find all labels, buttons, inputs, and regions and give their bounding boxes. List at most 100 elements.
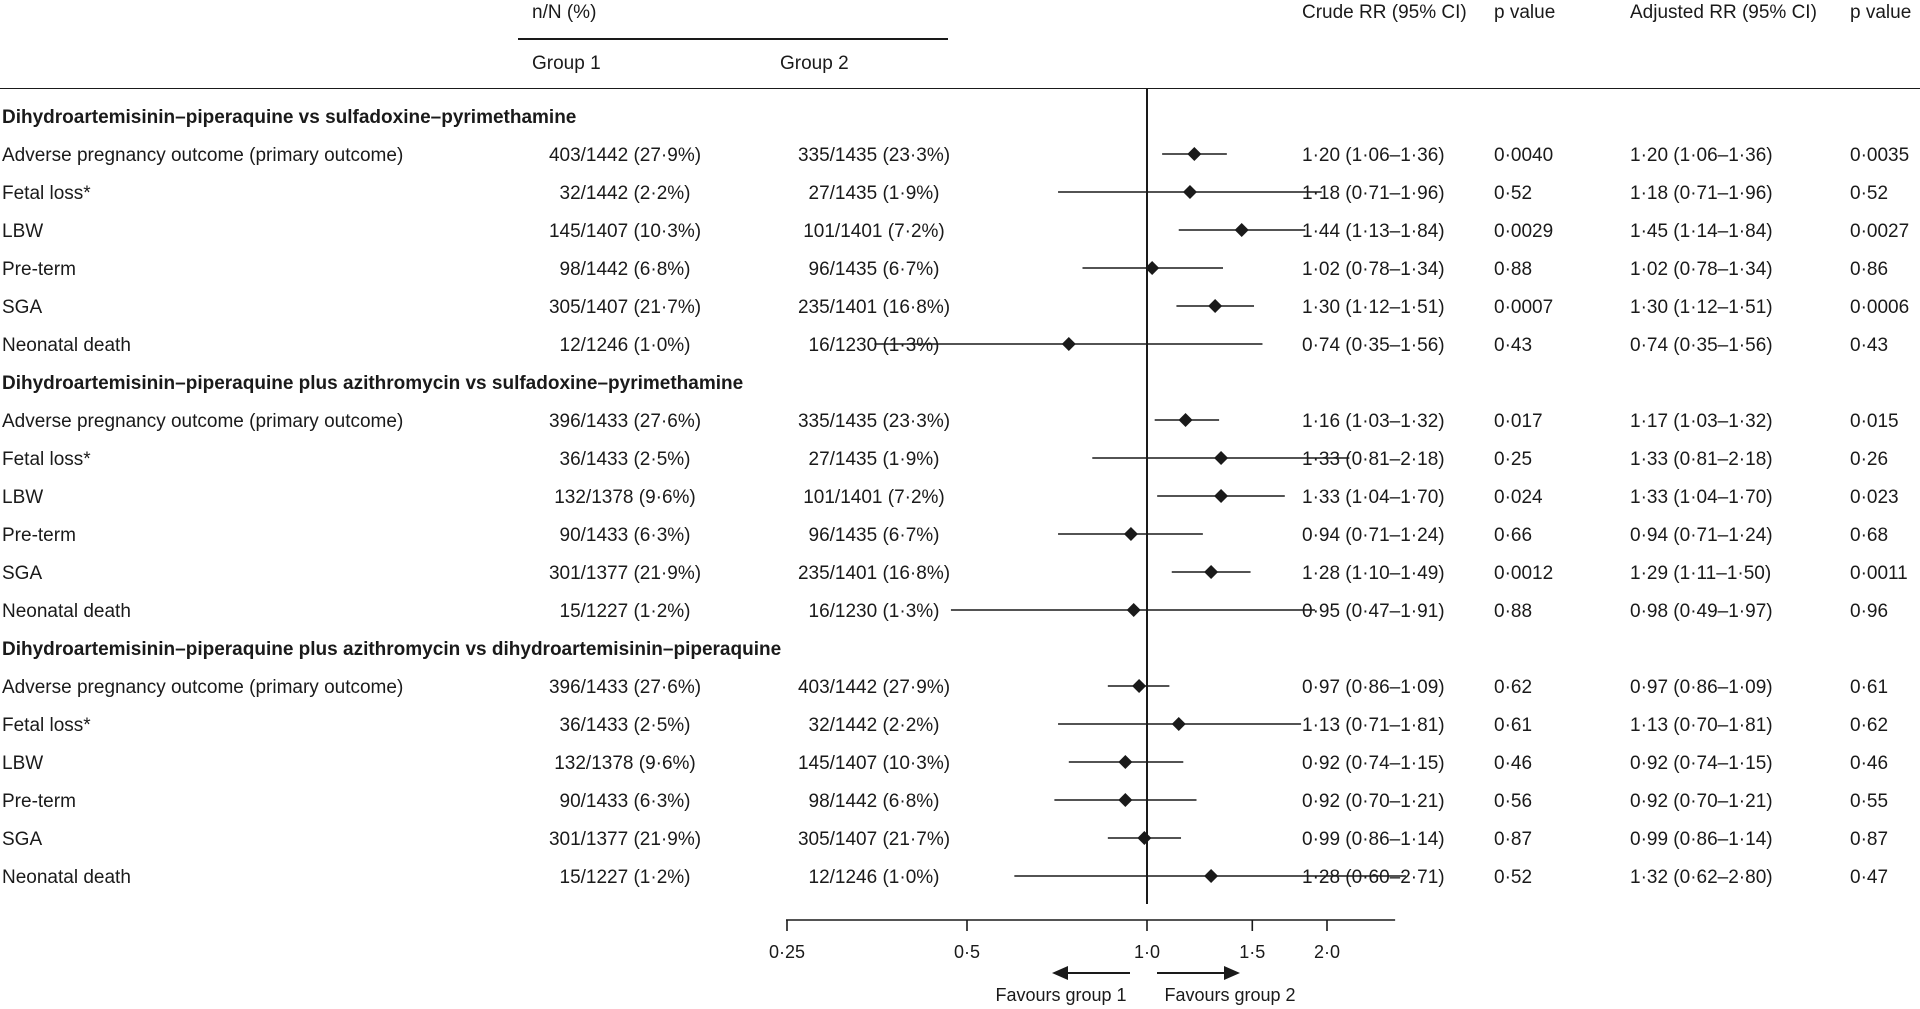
group1-count: 301/1377 (21·9%) <box>548 563 702 584</box>
crude-p-value: 0·56 <box>1494 791 1533 812</box>
section-title: Dihydroartemisinin–piperaquine vs sulfad… <box>2 107 577 128</box>
point-estimate <box>1208 299 1223 313</box>
point-estimate <box>1061 337 1076 351</box>
point-estimate <box>1126 603 1141 617</box>
header-p-value-crude: p value <box>1494 2 1556 23</box>
crude-rr: 1·20 (1·06–1·36) <box>1302 145 1445 166</box>
crude-rr: 0·95 (0·47–1·91) <box>1302 601 1445 622</box>
crude-rr: 0·97 (0·86–1·09) <box>1302 677 1445 698</box>
group1-count: 145/1407 (10·3%) <box>548 221 702 242</box>
adjusted-rr: 0·99 (0·86–1·14) <box>1630 829 1773 850</box>
point-estimate <box>1214 489 1229 503</box>
x-tick-label: 1·0 <box>1134 942 1160 962</box>
adjusted-p-value: 0·46 <box>1850 753 1889 774</box>
crude-rr: 1·28 (0·60–2·71) <box>1302 867 1445 888</box>
group1-count: 396/1433 (27·6%) <box>548 411 702 432</box>
crude-rr: 1·30 (1·12–1·51) <box>1302 297 1445 318</box>
adjusted-p-value: 0·86 <box>1850 259 1889 280</box>
group2-count: 98/1442 (6·8%) <box>808 791 940 812</box>
row-label: Fetal loss* <box>2 715 91 736</box>
crude-p-value: 0·0040 <box>1494 145 1554 166</box>
arrow-right-icon <box>1224 966 1240 980</box>
row-label: Pre-term <box>2 791 76 812</box>
row-label: Fetal loss* <box>2 449 91 470</box>
adjusted-p-value: 0·0011 <box>1850 563 1908 584</box>
point-estimate <box>1182 185 1197 199</box>
crude-p-value: 0·46 <box>1494 753 1533 774</box>
adjusted-rr: 1·32 (0·62–2·80) <box>1630 867 1773 888</box>
group1-count: 36/1433 (2·5%) <box>559 715 691 736</box>
adjusted-rr: 1·29 (1·11–1·50) <box>1630 563 1772 584</box>
adjusted-p-value: 0·47 <box>1850 867 1889 888</box>
adjusted-p-value: 0·0006 <box>1850 297 1910 318</box>
crude-rr: 0·92 (0·74–1·15) <box>1302 753 1445 774</box>
group2-count: 101/1401 (7·2%) <box>803 221 945 242</box>
adjusted-rr: 1·33 (0·81–2·18) <box>1630 449 1773 470</box>
adjusted-rr: 0·92 (0·74–1·15) <box>1630 753 1773 774</box>
row-label: SGA <box>2 829 43 850</box>
group2-count: 335/1435 (23·3%) <box>797 411 951 432</box>
header-adjusted-rr: Adjusted RR (95% CI) <box>1630 2 1817 23</box>
adjusted-p-value: 0·43 <box>1850 335 1889 356</box>
point-estimate <box>1204 565 1219 579</box>
point-estimate <box>1118 755 1133 769</box>
crude-rr: 0·94 (0·71–1·24) <box>1302 525 1445 546</box>
point-estimate <box>1187 147 1202 161</box>
crude-rr: 0·92 (0·70–1·21) <box>1302 791 1445 812</box>
x-tick-label: 0·5 <box>954 942 980 962</box>
adjusted-p-value: 0·0035 <box>1850 145 1910 166</box>
adjusted-p-value: 0·023 <box>1850 487 1899 508</box>
group1-count: 36/1433 (2·5%) <box>559 449 691 470</box>
crude-rr: 1·33 (1·04–1·70) <box>1302 487 1445 508</box>
group1-count: 403/1442 (27·9%) <box>548 145 702 166</box>
adjusted-p-value: 0·55 <box>1850 791 1889 812</box>
crude-rr: 0·74 (0·35–1·56) <box>1302 335 1445 356</box>
group2-count: 96/1435 (6·7%) <box>808 525 940 546</box>
group2-count: 101/1401 (7·2%) <box>803 487 945 508</box>
adjusted-rr: 0·74 (0·35–1·56) <box>1630 335 1773 356</box>
row-label: Neonatal death <box>2 867 131 888</box>
adjusted-p-value: 0·015 <box>1850 411 1899 432</box>
adjusted-p-value: 0·87 <box>1850 829 1889 850</box>
crude-p-value: 0·25 <box>1494 449 1533 470</box>
group1-count: 15/1227 (1·2%) <box>559 601 691 622</box>
adjusted-rr: 1·13 (0·70–1·81) <box>1630 715 1773 736</box>
crude-p-value: 0·88 <box>1494 259 1533 280</box>
header-bottom-rule <box>0 88 1920 89</box>
point-estimate <box>1145 261 1160 275</box>
crude-p-value: 0·61 <box>1494 715 1533 736</box>
header-nn-rule <box>518 38 948 40</box>
group1-count: 15/1227 (1·2%) <box>559 867 691 888</box>
group2-count: 305/1407 (21·7%) <box>797 829 951 850</box>
arrow-left-icon <box>1052 966 1068 980</box>
crude-rr: 1·28 (1·10–1·49) <box>1302 563 1445 584</box>
group2-count: 145/1407 (10·3%) <box>797 753 951 774</box>
crude-p-value: 0·024 <box>1494 487 1543 508</box>
row-label: Pre-term <box>2 259 76 280</box>
row-label: Fetal loss* <box>2 183 91 204</box>
crude-p-value: 0·66 <box>1494 525 1533 546</box>
header-group1: Group 1 <box>532 53 601 74</box>
row-label: LBW <box>2 221 44 242</box>
point-estimate <box>1171 717 1186 731</box>
point-estimate <box>1118 793 1133 807</box>
header-p-value-adjusted: p value <box>1850 2 1912 23</box>
adjusted-rr: 0·97 (0·86–1·09) <box>1630 677 1773 698</box>
adjusted-rr: 0·92 (0·70–1·21) <box>1630 791 1773 812</box>
adjusted-p-value: 0·52 <box>1850 183 1889 204</box>
adjusted-rr: 1·18 (0·71–1·96) <box>1630 183 1773 204</box>
group2-count: 235/1401 (16·8%) <box>797 297 951 318</box>
group1-count: 132/1378 (9·6%) <box>554 487 696 508</box>
header-nn: n/N (%) <box>532 2 597 23</box>
point-estimate <box>1132 679 1147 693</box>
group1-count: 32/1442 (2·2%) <box>559 183 691 204</box>
crude-p-value: 0·87 <box>1494 829 1533 850</box>
adjusted-rr: 1·33 (1·04–1·70) <box>1630 487 1773 508</box>
x-tick-label: 0·25 <box>769 942 805 962</box>
crude-p-value: 0·0012 <box>1494 563 1554 584</box>
group2-count: 16/1230 (1·3%) <box>808 601 940 622</box>
section-title: Dihydroartemisinin–piperaquine plus azit… <box>2 373 744 394</box>
adjusted-rr: 1·17 (1·03–1·32) <box>1630 411 1773 432</box>
group2-count: 403/1442 (27·9%) <box>797 677 951 698</box>
group2-count: 12/1246 (1·0%) <box>808 867 940 888</box>
